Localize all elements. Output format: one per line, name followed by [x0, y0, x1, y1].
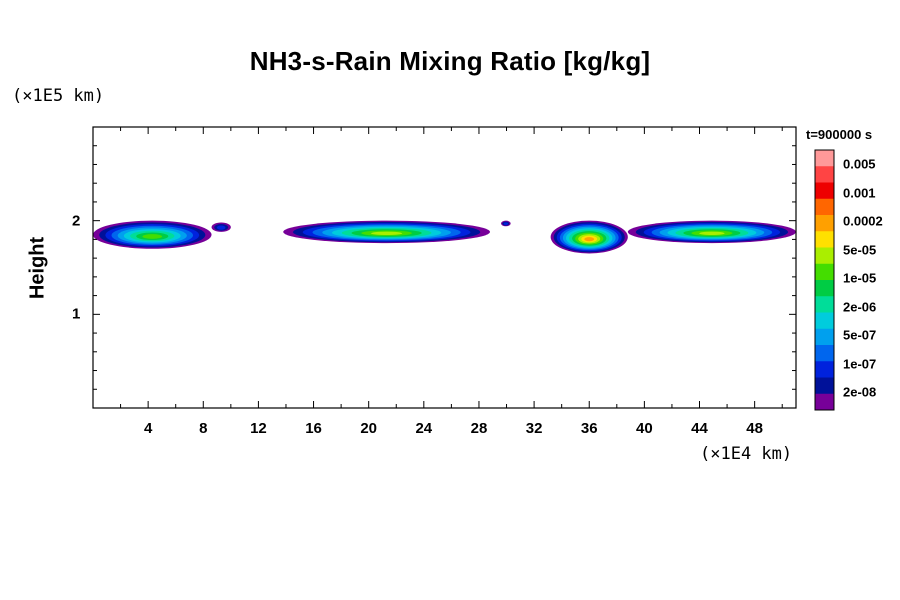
- colorbar-label: 1e-07: [843, 356, 877, 372]
- y-tick-label: 1: [72, 305, 81, 323]
- x-tick-label: 48: [746, 420, 763, 437]
- contour-band: [216, 225, 226, 230]
- colorbar-band: [815, 361, 834, 378]
- colorbar-frame: [814, 149, 835, 411]
- x-tick-label: 28: [470, 420, 488, 437]
- x-tick-label: 20: [360, 420, 378, 437]
- colorbar-label: 0.001: [843, 185, 876, 201]
- time-label: t=900000 s: [806, 127, 873, 142]
- colorbar-band: [815, 182, 834, 200]
- x-tick-label: 44: [691, 420, 708, 437]
- colorbar-band: [815, 328, 834, 346]
- x-tick-label: 40: [636, 420, 653, 437]
- colorbar-band: [815, 263, 834, 281]
- rain-region: [211, 222, 231, 232]
- rain-region: [501, 220, 511, 227]
- colorbar-band: [815, 345, 834, 362]
- rain-region: [550, 220, 628, 254]
- contour-band: [371, 231, 403, 236]
- colorbar-band: [815, 198, 834, 216]
- contour-band: [584, 237, 595, 242]
- colorbar-label: 5e-07: [843, 327, 877, 343]
- chart-title: NH3-s-Rain Mixing Ratio [kg/kg]: [249, 46, 651, 76]
- colorbar-band: [815, 215, 834, 232]
- rain-region: [93, 220, 212, 249]
- rain-region: [627, 220, 796, 244]
- colorbar-label: 0.0002: [843, 213, 883, 229]
- colorbar-band: [815, 296, 834, 313]
- x-axis-unit: (×1E4 km): [700, 444, 793, 464]
- x-tick-label: 32: [525, 420, 543, 437]
- colorbar-band: [815, 166, 834, 183]
- y-tick-label: 2: [72, 212, 81, 230]
- x-tick-label: 4: [143, 420, 153, 437]
- colorbar-band: [815, 393, 834, 411]
- contour-band: [142, 234, 163, 239]
- colorbar-band: [815, 280, 834, 297]
- y-axis-unit: (×1E5 km): [12, 86, 105, 106]
- x-tick-label: 12: [250, 420, 267, 437]
- colorbar-label: 0.005: [843, 156, 876, 172]
- colorbar-band: [815, 231, 834, 248]
- x-tick-label: 24: [415, 420, 433, 437]
- contour-band: [503, 222, 508, 225]
- colorbar-label: 1e-05: [843, 270, 877, 286]
- colorbar-band: [815, 150, 834, 167]
- colorbar-band: [815, 377, 834, 395]
- x-tick-label: 36: [580, 420, 598, 437]
- x-tick-label: 8: [199, 420, 208, 437]
- colorbar-label: 2e-08: [843, 384, 877, 400]
- x-tick-label: 16: [305, 420, 322, 437]
- plot-frame: [92, 126, 797, 409]
- colorbar-band: [815, 312, 834, 330]
- colorbar-label: 5e-05: [843, 242, 877, 258]
- contour-band: [699, 231, 725, 236]
- colorbar-band: [815, 247, 834, 265]
- colorbar-label: 2e-06: [843, 299, 877, 315]
- rain-region: [283, 220, 490, 244]
